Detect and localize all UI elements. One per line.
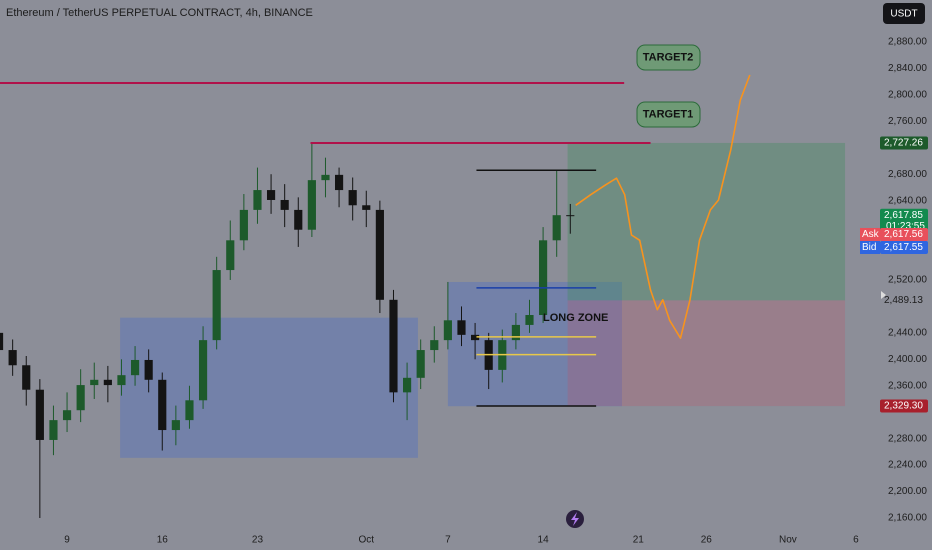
price-tag-side-label: Ask bbox=[862, 229, 880, 240]
candle-body bbox=[280, 199, 289, 210]
price-tag-side bbox=[860, 240, 880, 254]
candle-body bbox=[403, 377, 412, 393]
candle-body bbox=[416, 350, 425, 378]
target2-box bbox=[636, 44, 701, 71]
candle-body bbox=[471, 334, 480, 341]
y-tick-label: 2,840.00 bbox=[888, 63, 927, 74]
candle-body bbox=[348, 190, 357, 206]
y-tick-label: 2,280.00 bbox=[888, 433, 927, 444]
y-tick-label: 2,800.00 bbox=[888, 90, 927, 101]
candle-body bbox=[198, 340, 208, 401]
candle-body bbox=[130, 359, 140, 376]
y-tick-label: 2,640.00 bbox=[888, 195, 927, 206]
price-tag-side-label: Bid bbox=[862, 242, 876, 253]
candle-body bbox=[294, 209, 303, 230]
candle-body bbox=[362, 205, 371, 210]
long-zone-label: LONG ZONE bbox=[543, 312, 608, 324]
candle-body bbox=[266, 190, 276, 200]
candle-body bbox=[334, 174, 344, 191]
candle-body bbox=[144, 359, 153, 380]
candle-body bbox=[0, 332, 4, 351]
event-bolt bbox=[571, 512, 579, 526]
x-tick-label: Nov bbox=[779, 535, 797, 546]
x-tick-label: 26 bbox=[701, 535, 713, 546]
candle-body bbox=[443, 320, 452, 341]
candle-body bbox=[239, 209, 248, 241]
x-tick-label: Oct bbox=[358, 535, 374, 546]
y-tick-label: 2,160.00 bbox=[888, 513, 927, 524]
candle-body bbox=[171, 420, 180, 431]
candle-body bbox=[253, 190, 262, 210]
candle-body bbox=[511, 324, 520, 341]
candle-body bbox=[457, 320, 466, 335]
candle-body bbox=[389, 299, 398, 393]
y-tick-label: 2,680.00 bbox=[888, 169, 927, 180]
x-tick-label: 7 bbox=[445, 535, 451, 546]
candle-body bbox=[117, 375, 126, 386]
zone bbox=[120, 317, 418, 458]
y-tick-label: 2,880.00 bbox=[888, 37, 927, 48]
plot bbox=[0, 74, 846, 518]
price-tag-label: 2,727.26 bbox=[884, 138, 923, 149]
price-tag-label: 2,617.85 bbox=[884, 210, 923, 221]
price-tag bbox=[880, 399, 928, 413]
y-tick-label: 2,200.00 bbox=[888, 486, 927, 497]
chart-title: Ethereum / TetherUS PERPETUAL CONTRACT, … bbox=[6, 7, 313, 19]
candle-body bbox=[62, 410, 72, 421]
currency-button[interactable] bbox=[883, 3, 925, 24]
price-tag-side bbox=[860, 227, 880, 241]
y-tick-label: 2,240.00 bbox=[888, 460, 927, 471]
candle-body bbox=[103, 379, 112, 386]
price-tag-label: 2,617.56 bbox=[884, 229, 923, 240]
x-tick-label: 16 bbox=[157, 535, 169, 546]
target2-label: TARGET2 bbox=[643, 51, 694, 63]
candle-body bbox=[566, 215, 575, 217]
candle-body bbox=[226, 240, 235, 271]
y-tick-label: 2,360.00 bbox=[888, 380, 927, 391]
y-tick-label: 2,440.00 bbox=[888, 328, 927, 339]
scroll-arrow[interactable] bbox=[881, 291, 886, 299]
price-tag bbox=[880, 227, 928, 241]
candle-body bbox=[76, 385, 85, 411]
candle-body bbox=[430, 340, 439, 351]
candle-body bbox=[307, 180, 316, 230]
candle-body bbox=[185, 400, 194, 421]
candle-body bbox=[539, 240, 548, 316]
y-tick-label: 2,760.00 bbox=[888, 116, 927, 127]
price-tag-label: 2,329.30 bbox=[884, 401, 923, 412]
candle-body bbox=[525, 315, 534, 325]
x-tick-label: 23 bbox=[252, 535, 264, 546]
x-tick-label: 6 bbox=[853, 535, 859, 546]
candle-body bbox=[35, 389, 44, 440]
target1-box bbox=[636, 101, 701, 128]
target1-label: TARGET1 bbox=[643, 108, 694, 120]
zone bbox=[447, 281, 622, 407]
price-tag-label: 2,617.55 bbox=[884, 242, 923, 253]
y-tick-label: 2,520.00 bbox=[888, 275, 927, 286]
price-tag bbox=[880, 240, 928, 254]
candle-body bbox=[49, 420, 58, 440]
price-tag bbox=[880, 136, 928, 150]
price-tag bbox=[880, 208, 928, 233]
price-tag-countdown: 01:23:55 bbox=[886, 221, 925, 232]
price-tag-label: 2,489.13 bbox=[884, 295, 923, 306]
x-tick-label: 14 bbox=[538, 535, 550, 546]
x-tick-label: 21 bbox=[633, 535, 645, 546]
currency-label[interactable]: USDT bbox=[890, 9, 917, 20]
projection-line bbox=[575, 74, 751, 340]
candle-body bbox=[212, 270, 221, 341]
candle-body bbox=[8, 350, 17, 366]
x-tick-label: 9 bbox=[64, 535, 70, 546]
candle-body bbox=[321, 174, 330, 181]
candle-body bbox=[375, 209, 384, 300]
candle-body bbox=[22, 365, 31, 390]
zone bbox=[567, 300, 846, 407]
y-tick-label: 2,400.00 bbox=[888, 354, 927, 365]
candle-body bbox=[552, 215, 561, 241]
candle-body bbox=[158, 379, 167, 431]
candle-body bbox=[90, 379, 99, 386]
